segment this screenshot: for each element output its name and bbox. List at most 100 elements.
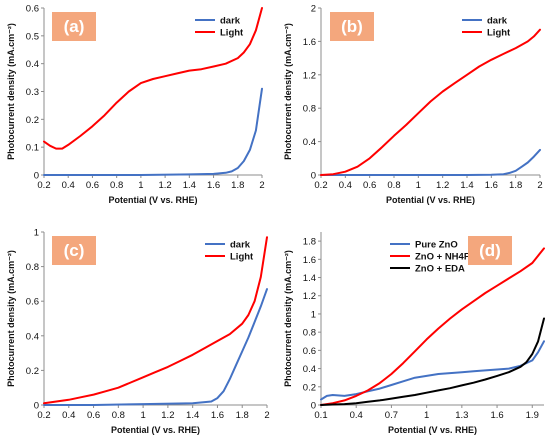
x-tick-label: 0.4: [62, 410, 75, 421]
x-tick-label: 0.6: [87, 410, 100, 421]
panel-a: 0 0.1 0.2 0.3 0.4 0.5 0.6 0.2 0.4 0.6 0.8 1 1.2 1.4 1.…: [6, 4, 265, 206]
y-tick-label: 0.6: [26, 297, 39, 308]
x-tick-label: 1.6: [490, 410, 503, 421]
y-tick-label: 1.6: [303, 37, 316, 48]
x-tick-label: 1.6: [211, 410, 224, 421]
x-tick-label: 1: [140, 410, 145, 421]
series-line-light: [43, 236, 268, 405]
x-tick-label: 2: [537, 180, 542, 191]
legend-label: Light: [487, 28, 511, 39]
y-tick-label: 1.2: [303, 70, 316, 81]
panel-label: (d): [479, 241, 501, 260]
series-line-light: [43, 7, 263, 150]
panel-label: (b): [341, 17, 363, 36]
x-tick-label: 0.8: [112, 410, 125, 421]
panel-b: 0 0.4 0.8 1.2 1.6 2 0.2 0.4 0.6 0.8 1 1.2 1.4 1.6 1.8 2…: [283, 4, 543, 206]
x-tick-label: 1.6: [207, 180, 220, 191]
x-tick-label: 2: [264, 410, 269, 421]
y-tick-label: 0: [34, 401, 39, 412]
x-tick-label: 0.8: [387, 180, 400, 191]
y-tick-label: 1.2: [303, 291, 316, 302]
y-tick-label: 0.4: [26, 331, 39, 342]
y-tick-label: 1: [311, 309, 316, 320]
x-tick-label: 0.8: [110, 180, 123, 191]
x-tick-label: 0.2: [37, 410, 50, 421]
x-tick-label: 0.2: [314, 180, 327, 191]
x-tick-label: 0.4: [62, 180, 75, 191]
x-tick-label: 0.6: [86, 180, 99, 191]
y-tick-label: 0.6: [26, 4, 39, 15]
x-tick-label: 1: [138, 180, 143, 191]
x-tick-label: 1.4: [183, 180, 196, 191]
panel-d: 0 0.2 0.4 0.6 0.8 1 1.2 1.4 1.6 1.8 0.1 0.4 0.7 1 1.3 1…: [283, 232, 545, 435]
x-tick-label: 1.8: [231, 180, 244, 191]
y-tick-label: 0.4: [303, 137, 316, 148]
x-tick-label: 0.1: [314, 410, 327, 421]
x-tick-label: 1.3: [455, 410, 468, 421]
legend-label: ZnO + NH4F: [415, 252, 470, 263]
x-axis-title: Potential (V vs. RHE): [108, 195, 197, 205]
x-tick-label: 1.6: [485, 180, 498, 191]
y-tick-label: 0: [311, 171, 316, 182]
legend-label: ZnO + EDA: [415, 264, 465, 275]
series-line-zno-nh4f: [320, 247, 545, 406]
legend-label: dark: [487, 16, 508, 27]
x-tick-label: 0.6: [363, 180, 376, 191]
series-line-dark: [43, 87, 263, 176]
x-tick-label: 1.8: [236, 410, 249, 421]
y-tick-label: 0.2: [26, 366, 39, 377]
y-tick-label: 0.6: [303, 346, 316, 357]
series-line-pure-zno: [320, 340, 545, 401]
x-tick-label: 1.2: [436, 180, 449, 191]
y-tick-label: 0.8: [303, 104, 316, 115]
y-tick-label: 1.4: [303, 273, 316, 284]
x-tick-label: 0.4: [350, 410, 363, 421]
y-tick-label: 1.6: [303, 255, 316, 266]
y-tick-label: 0.2: [26, 115, 39, 126]
y-tick-label: 1: [34, 228, 39, 239]
panel-label-box: [468, 236, 512, 265]
y-tick-label: 0.8: [303, 328, 316, 339]
panel-label-box: [52, 236, 96, 265]
y-tick-label: 0.1: [26, 143, 39, 154]
series-line-light: [320, 28, 541, 176]
x-tick-label: 1: [416, 180, 421, 191]
y-tick-label: 0.4: [303, 364, 316, 375]
series-line-zno-eda: [320, 317, 545, 406]
x-tick-label: 0.4: [339, 180, 352, 191]
panel-c: 00.20.40.60.810.2 0.4 0.6 0.8 1 1.2 1.4 1.6 1.8 2…: [6, 228, 270, 436]
y-axis-title: Photocurrent density (mA.cm⁻²): [283, 23, 293, 160]
x-tick-label: 1: [424, 410, 429, 421]
legend-label: Pure ZnO: [415, 240, 458, 251]
x-axis-title: Potential (V vs. RHE): [388, 425, 477, 435]
y-axis-title: Photocurrent density (mA.cm⁻²): [6, 23, 16, 160]
legend-label: Light: [230, 252, 254, 263]
panel-label: (c): [64, 241, 85, 260]
x-tick-label: 0.2: [37, 180, 50, 191]
panel-label-box: [330, 12, 374, 41]
x-tick-label: 0.7: [385, 410, 398, 421]
panel-label-box: [52, 12, 96, 41]
series-line-dark: [43, 288, 268, 406]
y-tick-label: 0: [34, 171, 39, 182]
y-axis-title: Photocurrent density (mA.cm⁻²): [6, 250, 16, 387]
x-tick-label: 1.2: [161, 410, 174, 421]
legend-label: dark: [230, 240, 251, 251]
x-tick-label: 1.2: [159, 180, 172, 191]
y-tick-label: 0.3: [26, 87, 39, 98]
x-axis-title: Potential (V vs. RHE): [111, 425, 200, 435]
x-axis-title: Potential (V vs. RHE): [386, 195, 475, 205]
legend-label: dark: [220, 16, 241, 27]
x-tick-label: 1.9: [526, 410, 539, 421]
y-tick-label: 0.2: [303, 382, 316, 393]
x-tick-label: 1.8: [509, 180, 522, 191]
series-line-dark: [320, 148, 541, 176]
y-axis-title: Photocurrent density (mA.cm⁻²): [283, 250, 293, 387]
x-tick-label: 1.4: [460, 180, 473, 191]
x-tick-label: 2: [259, 180, 264, 191]
